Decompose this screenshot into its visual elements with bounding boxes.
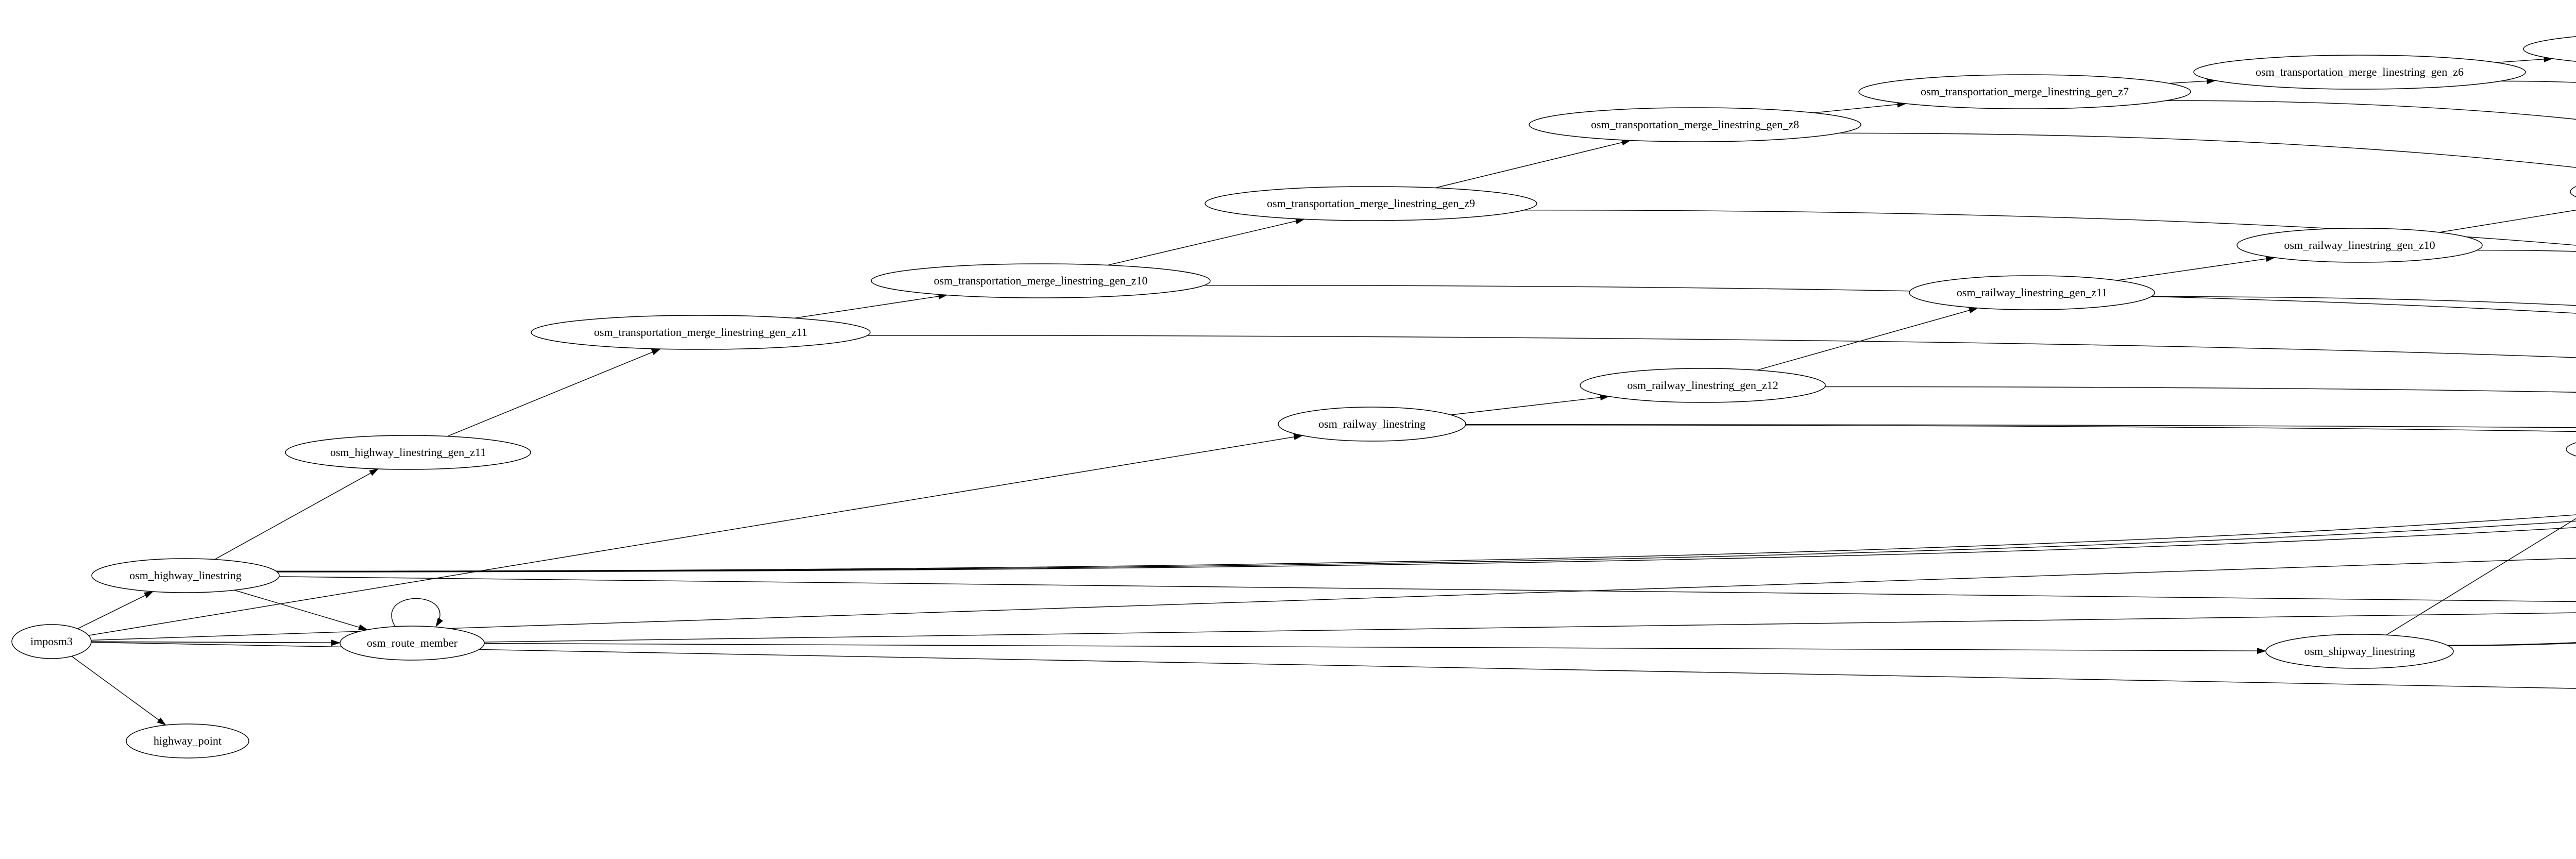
node-ellipse-osm_route_member (340, 626, 485, 661)
node-osm_railway_linestring_gen_z12: osm_railway_linestring_gen_z12 (1580, 368, 1826, 403)
edge-osm_highway_linestring_gen_z11--osm_transportation_merge_linestring_gen_z11 (447, 348, 661, 437)
node-osm_railway_linestring_gen_z11: osm_railway_linestring_gen_z11 (1909, 275, 2155, 310)
edge-imposm3--osm_railway_linestring (88, 434, 1303, 636)
edge-osm_transportation_merge_linestring_gen_z10--layer_transportation-z10 (1204, 284, 2576, 314)
node-label-osm_railway_linestring_gen_z11: osm_railway_linestring_gen_z11 (1957, 286, 2107, 299)
edge-osm_railway_linestring--layer_transportation-z13 (1465, 424, 2576, 428)
edge-osm_railway_linestring--layer_transportation-z14+ (1465, 425, 2576, 432)
edge-osm_railway_linestring_gen_z11--osm_railway_linestring_gen_z10 (2116, 256, 2276, 281)
node-ellipse-osm_shipway_linestring (2265, 634, 2454, 669)
node-osm_transportation_merge_linestring_gen_z8: osm_transportation_merge_linestring_gen_… (1529, 107, 1861, 142)
edge-osm_transportation_merge_linestring_gen_z6--osm_transportation_merge_linestring_gen_z5 (2496, 56, 2553, 63)
edge-imposm3--highway_point (71, 655, 166, 726)
node-osm_transportation_merge_linestring_gen_z10: osm_transportation_merge_linestring_gen_… (871, 263, 1211, 298)
node-ellipse-osm_railway_linestring (1278, 407, 1466, 442)
edge-imposm3--osm_aerialway_linestring (91, 558, 2576, 641)
node-ellipse-osm_railway_linestring_gen_z9 (2570, 186, 2576, 197)
edge-osm_transportation_merge_linestring_gen_z9--layer_transportation-z9 (1524, 209, 2576, 246)
node-ellipse-osm_transportation_merge_linestring_gen_z11 (531, 315, 871, 350)
node-ellipse-osm_transportation_merge_linestring_gen_z9 (1205, 186, 1537, 221)
node-ellipse-osm_railway_linestring_gen_z11 (1909, 275, 2155, 310)
edge-osm_highway_linestring--layer_transportation-z12 (276, 514, 2576, 572)
edge-osm_shipway_linestring--layer_transportation-z14+ (2448, 643, 2576, 646)
node-label-osm_shipway_linestring: osm_shipway_linestring (2304, 645, 2415, 658)
edge-osm_railway_linestring--osm_railway_linestring_gen_z12 (1450, 394, 1609, 415)
node-ellipse-osm_shipway_linestring_gen_z12 (2566, 442, 2576, 457)
edge-imposm3--osm_highway_linestring (77, 591, 154, 629)
node-ellipse-highway_point (126, 723, 249, 759)
edge-osm_highway_linestring--layer_transportation-z14+ (277, 527, 2576, 572)
node-osm_transportation_merge_linestring_gen_z11: osm_transportation_merge_linestring_gen_… (531, 315, 871, 350)
node-osm_railway_linestring_gen_z10: osm_railway_linestring_gen_z10 (2236, 228, 2483, 263)
node-label-imposm3: imposm3 (30, 635, 73, 648)
node-osm_transportation_merge_linestring_gen_z9: osm_transportation_merge_linestring_gen_… (1205, 186, 1537, 221)
node-ellipse-osm_transportation_merge_linestring_gen_z6 (2193, 55, 2526, 90)
edge-osm_transportation_merge_linestring_gen_z9--osm_transportation_merge_linestring_gen_z8 (1435, 139, 1631, 189)
edges-layer (71, 56, 2576, 726)
node-label-osm_railway_linestring_gen_z12: osm_railway_linestring_gen_z12 (1627, 379, 1778, 392)
edge-osm_transportation_merge_linestring_gen_z7--osm_transportation_merge_linestring_gen_z6 (2168, 78, 2216, 85)
node-osm_railway_linestring_gen_z9: osm_railway_linestring_gen_z9 (2570, 186, 2576, 197)
node-ellipse-osm_railway_linestring_gen_z10 (2236, 228, 2483, 263)
node-label-osm_highway_linestring_gen_z11: osm_highway_linestring_gen_z11 (330, 446, 486, 459)
node-osm_transportation_merge_linestring_gen_z7: osm_transportation_merge_linestring_gen_… (1858, 74, 2191, 109)
edge-osm_transportation_merge_linestring_gen_z8--osm_transportation_merge_linestring_gen_z7 (1814, 101, 1907, 113)
edge-osm_railway_linestring_gen_z11--layer_transportation-z11 (2151, 296, 2576, 306)
node-ellipse-osm_transportation_merge_linestring_gen_z7 (1858, 74, 2191, 109)
node-ellipse-osm_transportation_merge_linestring_gen_z5 (2523, 36, 2576, 62)
node-osm_railway_linestring: osm_railway_linestring (1278, 407, 1466, 442)
nodes-layer: imposm3 highway_point osm_route_member osm_… (11, 36, 2576, 759)
edge-imposm3--osm_highway_polygon (91, 642, 2576, 689)
node-ellipse-imposm3 (11, 624, 92, 659)
node-label-osm_transportation_merge_linestring_gen_z10: osm_transportation_merge_linestring_gen_… (934, 274, 1147, 287)
edge-osm_transportation_merge_linestring_gen_z8--layer_transportation-z8 (1839, 132, 2576, 168)
node-ellipse-osm_railway_linestring_gen_z12 (1580, 368, 1826, 403)
edge-osm_railway_linestring_gen_z10--layer_transportation-z10 (2477, 249, 2576, 252)
edge-osm_shipway_linestring--osm_shipway_linestring_gen_z12 (2386, 518, 2576, 635)
node-ellipse-osm_highway_linestring_gen_z11 (285, 435, 531, 470)
edge-osm_route_member--osm_route_member (391, 598, 444, 628)
edge-osm_transportation_merge_linestring_gen_z11--layer_transportation-z11 (867, 335, 2576, 358)
node-label-osm_transportation_merge_linestring_gen_z8: osm_transportation_merge_linestring_gen_… (1591, 118, 1799, 131)
edge-osm_transportation_merge_linestring_gen_z10--osm_transportation_merge_linestring_gen_z9 (1107, 218, 1305, 266)
node-label-osm_route_member: osm_route_member (367, 636, 458, 649)
node-label-osm_transportation_merge_linestring_gen_z7: osm_transportation_merge_linestring_gen_… (1921, 85, 2129, 98)
edge-osm_route_member--osm_transportation_name_network (484, 612, 2576, 643)
node-label-osm_highway_linestring: osm_highway_linestring (129, 569, 242, 582)
node-osm_transportation_merge_linestring_gen_z6: osm_transportation_merge_linestring_gen_… (2193, 55, 2526, 90)
node-osm_transportation_merge_linestring_gen_z5: osm_transportation_merge_linestring_gen_… (2523, 36, 2576, 62)
node-osm_shipway_linestring_gen_z12: osm_shipway_linestring_gen_z12 (2566, 442, 2576, 457)
node-osm_highway_linestring: osm_highway_linestring (91, 558, 280, 593)
node-ellipse-osm_transportation_merge_linestring_gen_z10 (871, 263, 1211, 298)
edge-osm_highway_linestring--osm_route_member (234, 589, 368, 631)
edge-osm_highway_linestring--osm_transportation_name_network (279, 576, 2576, 602)
node-label-osm_railway_linestring_gen_z10: osm_railway_linestring_gen_z10 (2284, 239, 2435, 251)
node-label-osm_transportation_merge_linestring_gen_z9: osm_transportation_merge_linestring_gen_… (1267, 197, 1475, 210)
node-label-osm_transportation_merge_linestring_gen_z6: osm_transportation_merge_linestring_gen_… (2256, 65, 2464, 78)
edge-osm_highway_linestring--osm_highway_linestring_gen_z11 (214, 468, 379, 560)
edge-osm_railway_linestring_gen_z10--osm_railway_linestring_gen_z9 (2439, 210, 2576, 233)
node-ellipse-osm_highway_linestring (91, 558, 280, 593)
node-label-osm_railway_linestring: osm_railway_linestring (1318, 417, 1426, 430)
node-osm_highway_linestring_gen_z11: osm_highway_linestring_gen_z11 (285, 435, 531, 470)
node-osm_shipway_linestring: osm_shipway_linestring (2265, 634, 2454, 669)
edge-osm_railway_linestring_gen_z12--layer_transportation-z12 (1825, 386, 2576, 393)
node-imposm3: imposm3 (11, 624, 92, 659)
node-osm_route_member: osm_route_member (340, 626, 485, 661)
edge-osm_highway_linestring--layer_transportation-z13 (276, 520, 2576, 572)
node-ellipse-osm_transportation_merge_linestring_gen_z8 (1529, 107, 1861, 142)
edge-osm_transportation_merge_linestring_gen_z7--layer_transportation-z7 (2166, 100, 2576, 120)
edge-osm_transportation_merge_linestring_gen_z11--osm_transportation_merge_linestring_gen_z10 (794, 293, 948, 319)
node-label-highway_point: highway_point (154, 734, 222, 747)
node-label-osm_transportation_merge_linestring_gen_z11: osm_transportation_merge_linestring_gen_… (594, 326, 807, 339)
node-highway_point: highway_point (126, 723, 249, 759)
edge-osm_railway_linestring_gen_z12--osm_railway_linestring_gen_z11 (1756, 307, 1978, 371)
